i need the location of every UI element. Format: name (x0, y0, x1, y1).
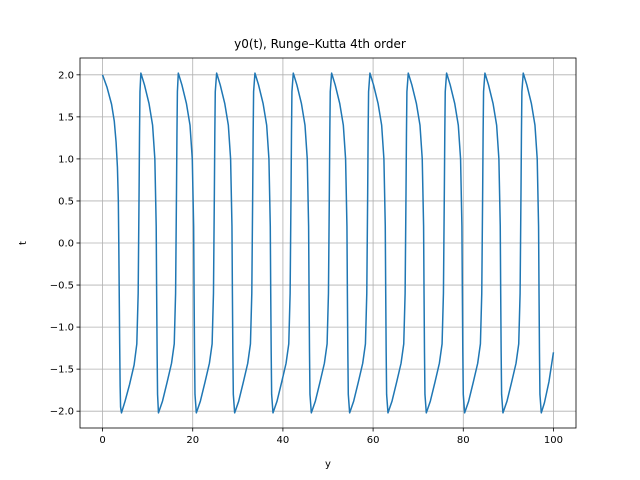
y-axis-label: t (18, 241, 29, 245)
x-tick-label: 20 (186, 435, 199, 446)
x-tick-label: 60 (367, 435, 380, 446)
y-tick-label: 1.0 (58, 154, 74, 165)
y-tick-label: −2.0 (50, 407, 74, 418)
y-tick-label: −0.5 (50, 281, 74, 292)
y-tick-label: 2.0 (58, 70, 74, 81)
series-layer (101, 72, 555, 414)
y-tick-label: 1.5 (58, 112, 74, 123)
x-tick-label: 100 (544, 435, 563, 446)
x-tick-label: 0 (99, 435, 105, 446)
x-axis-label: y (325, 459, 331, 470)
y-tick-label: −1.5 (50, 365, 74, 376)
ticks: 0 20 40 60 80 100 −2.0 −1.5 −1.0 −0.5 0.0 0.5 1.0 1.5… (50, 70, 563, 446)
grid (80, 58, 576, 428)
y-tick-label: 0.5 (58, 196, 74, 207)
series-line (101, 72, 555, 414)
y-tick-label: 0.0 (58, 239, 74, 250)
x-tick-label: 80 (457, 435, 470, 446)
chart-title: y0(t), Runge–Kutta 4th order (234, 37, 406, 51)
x-tick-label: 40 (277, 435, 290, 446)
y-tick-label: −1.0 (50, 323, 74, 334)
